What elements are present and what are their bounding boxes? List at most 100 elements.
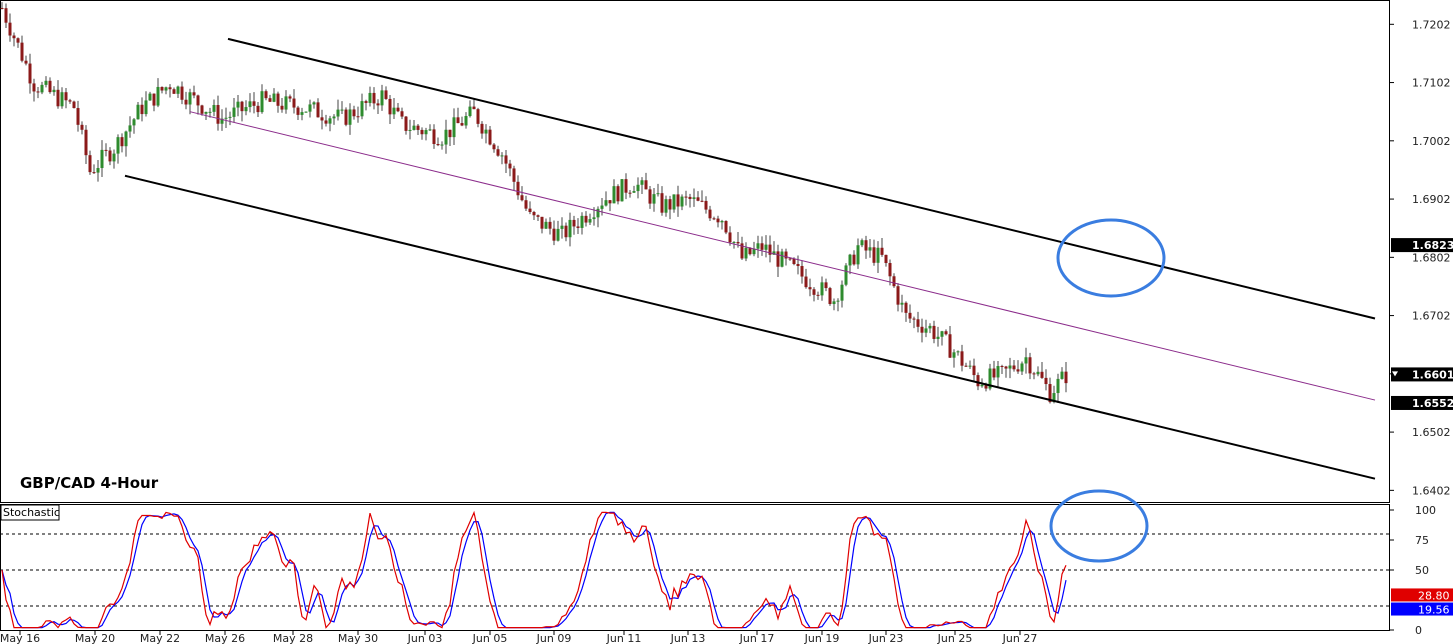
chart-title: GBP/CAD 4-Hour (20, 474, 159, 492)
candle-body (276, 93, 280, 106)
x-tick-label: Jun 11 (606, 632, 642, 644)
candle-body (784, 251, 788, 259)
candle-body (892, 276, 896, 287)
candle-body (304, 111, 308, 113)
candle-body (780, 251, 784, 267)
candle-body (524, 200, 528, 209)
candle-body (536, 215, 540, 217)
candle-body (884, 254, 888, 264)
candle-body (180, 86, 184, 100)
x-tick-label: Jun 13 (670, 632, 706, 644)
candle-body (88, 155, 92, 173)
candle-body (988, 368, 992, 389)
candle-body (388, 98, 392, 115)
stochastic-tick-label: 75 (1415, 534, 1429, 547)
candle-body (776, 251, 780, 267)
candle-body (60, 92, 64, 107)
candle-body (416, 125, 420, 130)
candle-body (840, 284, 844, 301)
candle-body (48, 80, 52, 93)
candle-body (144, 100, 148, 115)
candle-body (716, 218, 720, 223)
candle-body (748, 247, 752, 255)
candle-body (52, 89, 56, 93)
candle-body (1012, 365, 1016, 370)
candle-body (400, 111, 404, 117)
candle-body (324, 120, 328, 124)
candle-body (732, 241, 736, 243)
candle-body (844, 265, 848, 285)
candle-body (496, 149, 500, 156)
candle-body (652, 194, 656, 204)
candle-body (1048, 384, 1052, 403)
price-tag-box (1391, 238, 1453, 253)
candle-body (220, 118, 224, 124)
candle-body (992, 368, 996, 378)
candle-body (920, 326, 924, 333)
candle-body (772, 251, 776, 255)
y-tick-label: 1.6402 (1412, 484, 1451, 497)
stochastic-label: Stochastic (3, 506, 60, 519)
candle-body (932, 325, 936, 339)
candle-body (396, 107, 400, 112)
candle-body (668, 199, 672, 210)
candle-body (432, 129, 436, 145)
x-tick-label: May 22 (140, 632, 180, 644)
candle-body (168, 87, 172, 90)
candle-body (636, 184, 640, 192)
x-tick-label: Jun 27 (1002, 632, 1038, 644)
x-tick-label: Jun 17 (739, 632, 775, 644)
candle-body (104, 149, 108, 151)
candle-body (504, 155, 508, 164)
candle-body (1008, 365, 1012, 369)
y-tick-label: 1.7102 (1412, 77, 1451, 90)
candle-body (832, 301, 836, 305)
highlight-circle-upper (1056, 218, 1166, 298)
candle-body (512, 168, 516, 182)
candle-body (812, 289, 816, 295)
candle-body (768, 244, 772, 255)
candle-body (240, 101, 244, 112)
candle-body (572, 219, 576, 227)
price-marker-icon (1392, 371, 1398, 377)
candle-body (856, 245, 860, 265)
candle-body (616, 186, 620, 202)
candle-body (692, 197, 696, 199)
candle-body (320, 117, 324, 121)
candle-body (760, 243, 764, 250)
y-tick-label: 1.6502 (1412, 426, 1451, 439)
candle-body (700, 200, 704, 202)
candle-body (68, 100, 72, 102)
candle-body (248, 101, 252, 108)
candle-body (520, 195, 524, 201)
candle-body (112, 153, 116, 162)
y-tick-label: 1.7202 (1412, 18, 1451, 31)
candle-body (896, 286, 900, 305)
channel-lower-line (124, 174, 1376, 480)
candle-body (880, 247, 884, 255)
candle-body (948, 334, 952, 358)
y-tick-label: 1.7002 (1412, 135, 1451, 148)
candle-body (1016, 369, 1020, 372)
candle-body (740, 243, 744, 259)
candle-body (348, 109, 352, 125)
candle-body (916, 319, 920, 327)
candle-body (736, 241, 740, 244)
stochastic-signal-tag-label: 19.56 (1418, 604, 1450, 617)
candle-body (624, 179, 628, 193)
price-tag-label: 1.6601 (1412, 368, 1453, 381)
candle-body (92, 172, 96, 174)
candle-body (100, 149, 104, 169)
candle-body (928, 325, 932, 329)
candle-body (712, 218, 716, 220)
candle-body (480, 123, 484, 134)
candle-body (20, 42, 24, 61)
candle-body (576, 226, 580, 228)
candle-body (640, 180, 644, 185)
candle-body (316, 102, 320, 118)
candle-body (212, 105, 216, 112)
candle-body (132, 119, 136, 126)
candle-body (608, 200, 612, 204)
candle-body (420, 129, 424, 135)
candle-body (996, 366, 1000, 378)
